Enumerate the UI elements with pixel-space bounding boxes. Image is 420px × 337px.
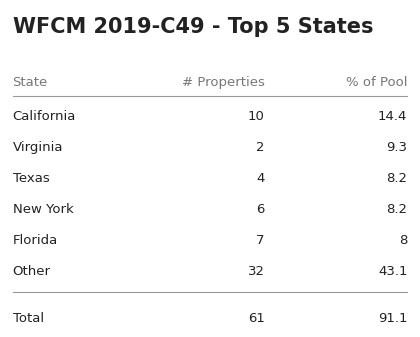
- Text: 32: 32: [248, 265, 265, 278]
- Text: 6: 6: [256, 203, 265, 216]
- Text: 9.3: 9.3: [386, 141, 407, 154]
- Text: State: State: [13, 76, 48, 89]
- Text: California: California: [13, 110, 76, 123]
- Text: Total: Total: [13, 312, 44, 325]
- Text: 4: 4: [256, 172, 265, 185]
- Text: 7: 7: [256, 234, 265, 247]
- Text: New York: New York: [13, 203, 74, 216]
- Text: 2: 2: [256, 141, 265, 154]
- Text: 8.2: 8.2: [386, 172, 407, 185]
- Text: 14.4: 14.4: [378, 110, 407, 123]
- Text: Texas: Texas: [13, 172, 50, 185]
- Text: Virginia: Virginia: [13, 141, 63, 154]
- Text: 8.2: 8.2: [386, 203, 407, 216]
- Text: 43.1: 43.1: [378, 265, 407, 278]
- Text: # Properties: # Properties: [182, 76, 265, 89]
- Text: 10: 10: [248, 110, 265, 123]
- Text: Other: Other: [13, 265, 50, 278]
- Text: 8: 8: [399, 234, 407, 247]
- Text: WFCM 2019-C49 - Top 5 States: WFCM 2019-C49 - Top 5 States: [13, 17, 373, 37]
- Text: 91.1: 91.1: [378, 312, 407, 325]
- Text: 61: 61: [248, 312, 265, 325]
- Text: % of Pool: % of Pool: [346, 76, 407, 89]
- Text: Florida: Florida: [13, 234, 58, 247]
